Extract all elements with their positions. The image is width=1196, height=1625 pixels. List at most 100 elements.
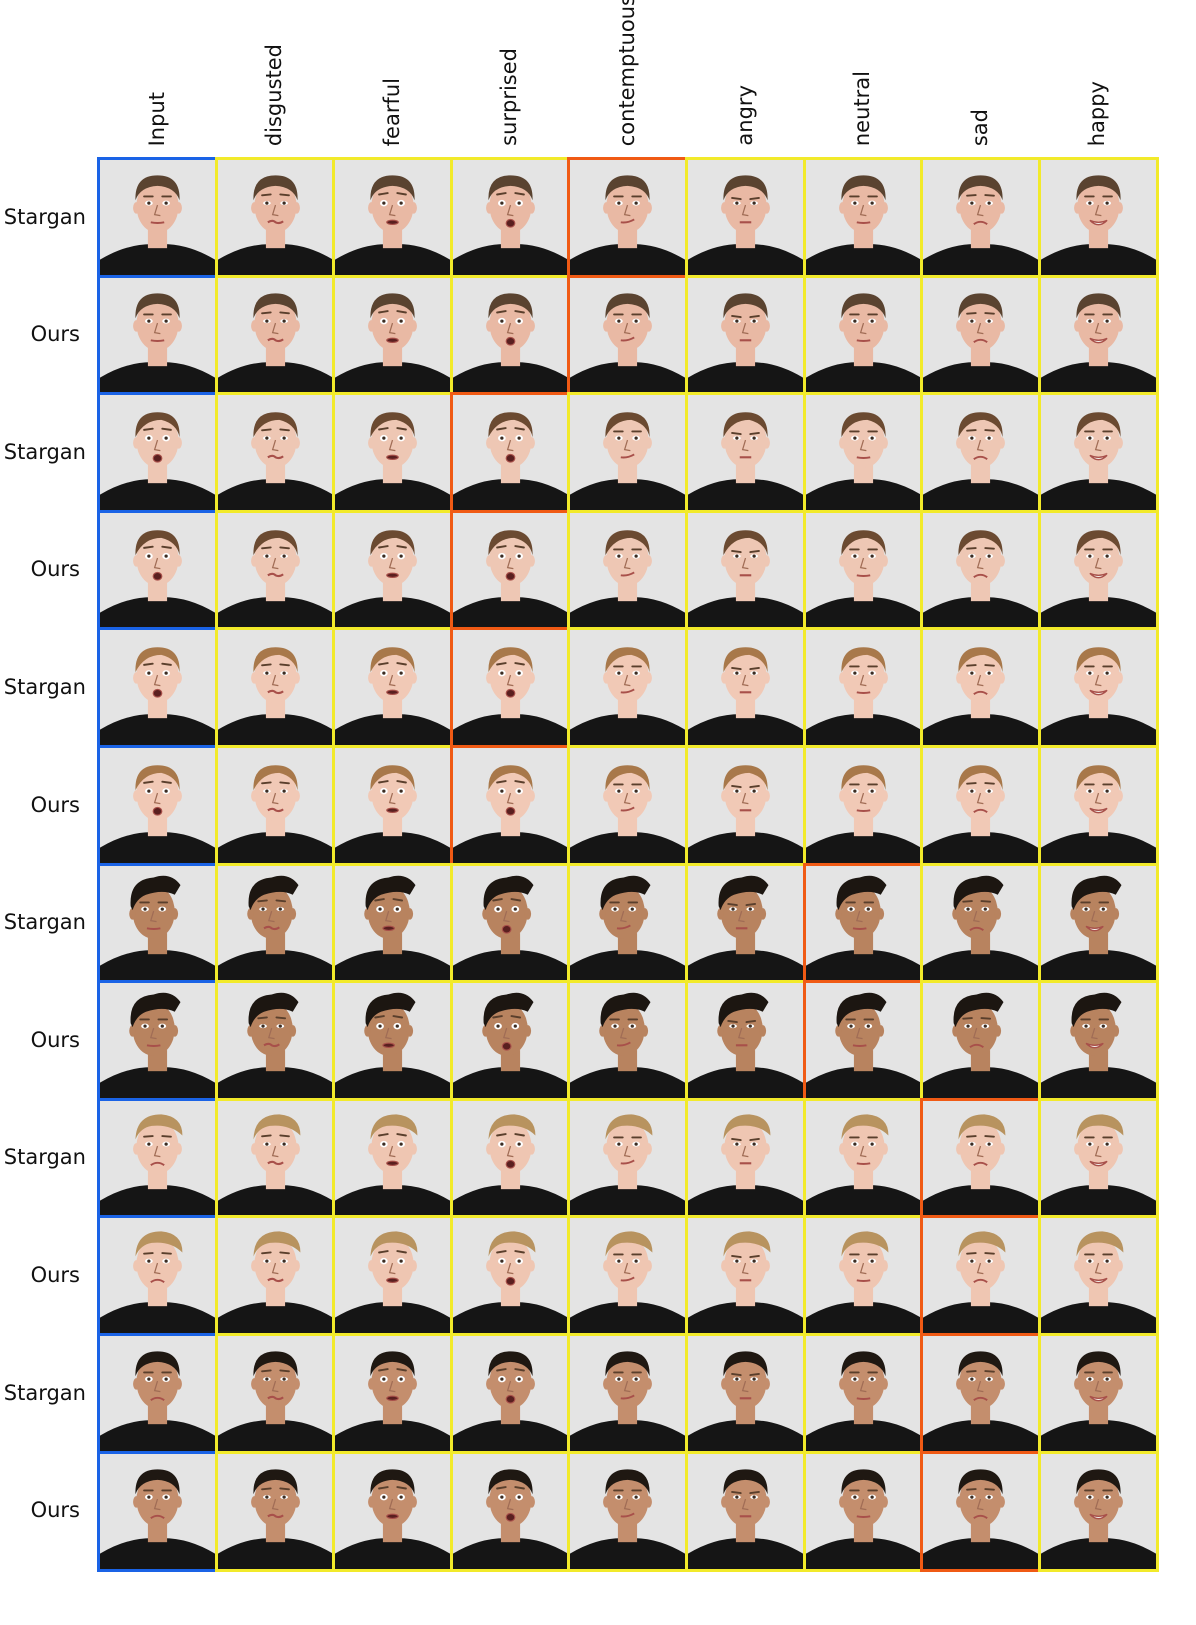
face-image-stargan-fearful-generated: [332, 1097, 454, 1219]
face-photo: [100, 983, 215, 1099]
face-image-stargan-neutral-generated: [802, 392, 924, 514]
face-photo: [570, 748, 686, 863]
face-photo: [923, 865, 1039, 981]
column-label-fearful: fearful: [379, 77, 404, 146]
face-photo: [335, 1336, 451, 1451]
face-image-stargan-fearful-generated: [332, 627, 454, 749]
face-image-stargan-neutral-generated: [802, 1097, 924, 1219]
face-photo: [688, 1218, 803, 1334]
face-photo: [805, 630, 921, 746]
face-image-ours-happy-generated: [1037, 980, 1159, 1102]
face-photo: [452, 1100, 568, 1216]
face-image-stargan-input-input: [97, 157, 218, 278]
face-photo: [570, 160, 686, 275]
face-photo: [335, 1218, 451, 1334]
face-photo: [688, 1336, 803, 1451]
column-label-sad: sad: [967, 108, 992, 146]
face-image-ours-sad-generated: [920, 980, 1042, 1102]
row-label-stargan: Stargan: [3, 439, 86, 464]
face-photo: [570, 1218, 686, 1334]
face-image-ours-surprised-generated: [449, 980, 571, 1102]
face-photo: [923, 1453, 1039, 1569]
face-photo: [923, 160, 1039, 275]
face-photo: [335, 395, 451, 511]
face-photo: [923, 630, 1039, 746]
face-image-ours-angry-generated: [685, 509, 806, 631]
face-photo: [217, 630, 333, 746]
face-photo: [217, 160, 333, 275]
face-image-ours-disgusted-generated: [214, 509, 336, 631]
face-photo: [100, 865, 215, 981]
face-photo: [688, 983, 803, 1099]
face-image-ours-neutral-generated: [802, 1450, 924, 1572]
face-photo: [570, 395, 686, 511]
column-label-surprised: surprised: [497, 48, 522, 146]
face-photo: [452, 630, 568, 746]
face-image-stargan-angry-generated: [685, 1097, 806, 1219]
face-image-stargan-disgusted-generated: [214, 157, 336, 278]
face-image-ours-sad-generated: [920, 509, 1042, 631]
face-image-ours-input-input: [97, 509, 218, 631]
face-image-stargan-disgusted-generated: [214, 627, 336, 749]
face-photo: [100, 512, 215, 628]
face-image-stargan-fearful-generated: [332, 392, 454, 514]
face-photo: [217, 1218, 333, 1334]
face-photo: [805, 1218, 921, 1334]
face-photo: [688, 277, 803, 393]
face-image-ours-surprised-generated: [449, 1450, 571, 1572]
face-photo: [688, 1453, 803, 1569]
face-photo: [923, 1100, 1039, 1216]
face-photo: [1040, 277, 1156, 393]
row-label-stargan: Stargan: [3, 910, 86, 935]
face-photo: [452, 748, 568, 863]
face-image-ours-surprised-target: [449, 509, 571, 631]
face-photo: [1040, 1336, 1156, 1451]
face-image-ours-fearful-generated: [332, 980, 454, 1102]
face-image-ours-neutral-generated: [802, 745, 924, 866]
face-image-ours-fearful-generated: [332, 274, 454, 396]
face-photo: [452, 1453, 568, 1569]
face-image-stargan-sad-target: [920, 1333, 1042, 1454]
face-image-stargan-input-input: [97, 1097, 218, 1219]
face-photo: [1040, 983, 1156, 1099]
face-photo: [217, 983, 333, 1099]
face-photo: [335, 865, 451, 981]
face-image-ours-disgusted-generated: [214, 980, 336, 1102]
face-image-stargan-happy-generated: [1037, 392, 1159, 514]
face-image-stargan-surprised-generated: [449, 1097, 571, 1219]
face-photo: [570, 865, 686, 981]
face-image-stargan-contemptuous-generated: [567, 392, 689, 514]
face-image-stargan-surprised-generated: [449, 1333, 571, 1454]
face-image-stargan-neutral-generated: [802, 157, 924, 278]
face-photo: [570, 630, 686, 746]
face-image-ours-angry-generated: [685, 274, 806, 396]
face-photo: [688, 395, 803, 511]
face-image-ours-sad-generated: [920, 745, 1042, 866]
face-image-ours-happy-generated: [1037, 745, 1159, 866]
face-image-stargan-disgusted-generated: [214, 1097, 336, 1219]
face-photo: [452, 1218, 568, 1334]
face-image-stargan-sad-target: [920, 1097, 1042, 1219]
face-image-stargan-happy-generated: [1037, 157, 1159, 278]
face-image-stargan-neutral-target: [802, 862, 924, 984]
face-image-ours-sad-target: [920, 1215, 1042, 1337]
face-photo: [100, 1336, 215, 1451]
face-photo: [688, 1100, 803, 1216]
column-label-disgusted: disgusted: [262, 43, 287, 146]
face-image-stargan-happy-generated: [1037, 1097, 1159, 1219]
row-label-ours: Ours: [30, 792, 80, 817]
face-photo: [335, 160, 451, 275]
face-photo: [688, 865, 803, 981]
face-photo: [1040, 1453, 1156, 1569]
face-photo: [688, 630, 803, 746]
face-image-stargan-angry-generated: [685, 392, 806, 514]
face-photo: [100, 630, 215, 746]
face-image-ours-angry-generated: [685, 1450, 806, 1572]
face-photo: [100, 1218, 215, 1334]
face-image-ours-neutral-generated: [802, 1215, 924, 1337]
face-image-stargan-contemptuous-generated: [567, 1097, 689, 1219]
face-image-ours-happy-generated: [1037, 1215, 1159, 1337]
face-photo: [805, 1336, 921, 1451]
face-image-stargan-disgusted-generated: [214, 1333, 336, 1454]
